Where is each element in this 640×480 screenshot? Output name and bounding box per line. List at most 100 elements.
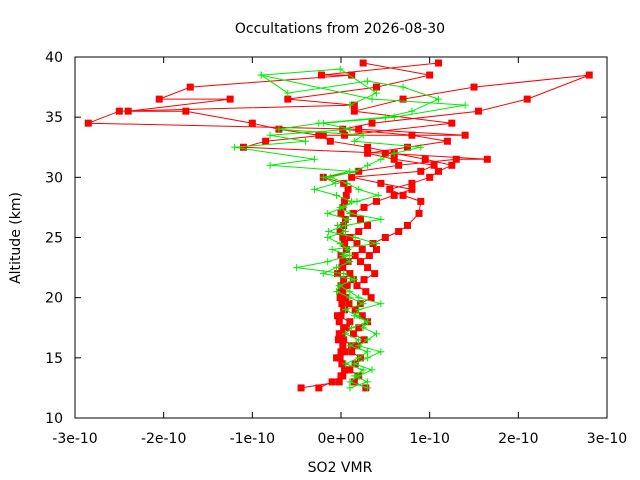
- y-tick-label: 40: [45, 50, 63, 66]
- series-0-point: [341, 348, 349, 356]
- series-0-point: [417, 167, 425, 175]
- series-0-point: [335, 330, 343, 338]
- series-1-point: [324, 258, 332, 266]
- series-0-point: [338, 300, 346, 308]
- series-1-point: [355, 294, 363, 302]
- series-1-point: [435, 95, 443, 103]
- y-tick-label: 25: [45, 231, 63, 247]
- series-1-profile-1-line: [260, 74, 440, 389]
- series-1-point: [350, 360, 358, 368]
- series-1-point: [310, 155, 318, 163]
- series-0-point: [367, 294, 375, 302]
- series-0-point: [350, 101, 358, 109]
- series-0-point: [337, 209, 345, 217]
- series-0-point: [124, 107, 132, 115]
- series-0-point: [339, 125, 347, 133]
- series-1-point: [324, 234, 332, 241]
- series-0-point: [399, 95, 407, 103]
- series-1-point: [336, 65, 344, 73]
- series-0-point: [358, 312, 366, 320]
- series-0-point: [408, 185, 416, 193]
- series-0-point: [408, 179, 416, 187]
- series-0-point: [315, 131, 323, 139]
- series-1-point: [353, 197, 361, 205]
- series-0-point: [348, 71, 356, 79]
- series-0-point: [328, 378, 336, 386]
- series-0-point: [341, 294, 349, 302]
- x-tick-label: -3e-10: [52, 431, 97, 447]
- series-1-point: [336, 240, 344, 248]
- series-0-point: [364, 143, 372, 151]
- series-1-point: [408, 107, 416, 115]
- series-1-point: [368, 95, 376, 103]
- series-1-point: [336, 203, 344, 211]
- series-1-point: [328, 246, 336, 254]
- series-0-point: [353, 282, 361, 290]
- series-1-point: [346, 258, 354, 266]
- series-1-point: [326, 173, 334, 181]
- series-1-point: [284, 89, 292, 97]
- series-0-point: [342, 324, 350, 332]
- series-1-point: [341, 227, 349, 235]
- series-1-point: [351, 167, 359, 175]
- series-0-point: [474, 107, 482, 115]
- series-0-point: [326, 137, 334, 145]
- series-1-point: [359, 366, 367, 374]
- series-0-point: [430, 161, 438, 169]
- series-0-point: [335, 318, 343, 326]
- series-1-point: [315, 119, 323, 127]
- series-1-point: [348, 324, 356, 332]
- x-tick-label: 1e-10: [409, 431, 449, 447]
- series-1-point: [346, 288, 354, 296]
- y-tick-label: 15: [45, 351, 63, 367]
- series-0-point: [360, 276, 368, 284]
- series-1-point: [346, 384, 354, 392]
- series-0-point: [364, 149, 372, 157]
- series-1-point: [364, 384, 372, 392]
- series-0-point: [357, 258, 365, 266]
- series-1-point: [346, 125, 354, 133]
- series-0-point: [339, 234, 347, 241]
- series-0-point: [336, 294, 344, 302]
- series-1-point: [351, 234, 359, 241]
- series-0-point: [315, 384, 323, 392]
- series-1-point: [333, 191, 341, 199]
- series-0-point: [399, 191, 407, 199]
- series-0-point: [334, 336, 342, 344]
- x-tick-label: 0e+00: [317, 431, 364, 447]
- series-1-point: [333, 288, 341, 296]
- series-0-point: [341, 131, 349, 139]
- series-0-point: [248, 119, 256, 127]
- series-0-point: [337, 312, 345, 320]
- series-1-point: [355, 185, 363, 193]
- series-1-point: [355, 342, 363, 350]
- series-0-point: [448, 119, 456, 127]
- series-1-point: [266, 131, 274, 139]
- series-1-point: [355, 306, 363, 314]
- series-0-point: [360, 203, 368, 211]
- series-0-point: [364, 264, 372, 272]
- series-0-point: [339, 342, 347, 350]
- series-0-point: [317, 71, 325, 79]
- series-1-point: [359, 300, 367, 308]
- series-0-point: [377, 179, 385, 187]
- series-1-point: [332, 179, 340, 187]
- series-0-point: [337, 288, 345, 296]
- x-axis-label: SO2 VMR: [308, 460, 373, 476]
- series-1-point: [333, 221, 341, 229]
- series-0-point: [408, 131, 416, 139]
- series-0-point: [346, 318, 354, 326]
- series-1-point: [335, 282, 343, 290]
- series-0-point: [350, 107, 358, 115]
- series-1-point: [372, 240, 380, 248]
- series-0-point: [355, 324, 363, 332]
- series-1-point: [350, 137, 358, 145]
- series-1-point: [381, 113, 389, 121]
- series-1-point: [372, 330, 380, 338]
- series-0-point: [340, 179, 348, 187]
- series-1-point: [302, 137, 310, 145]
- series-0-point: [365, 252, 373, 260]
- series-1-point: [390, 149, 398, 157]
- chart-title: Occultations from 2026-08-30: [235, 21, 445, 37]
